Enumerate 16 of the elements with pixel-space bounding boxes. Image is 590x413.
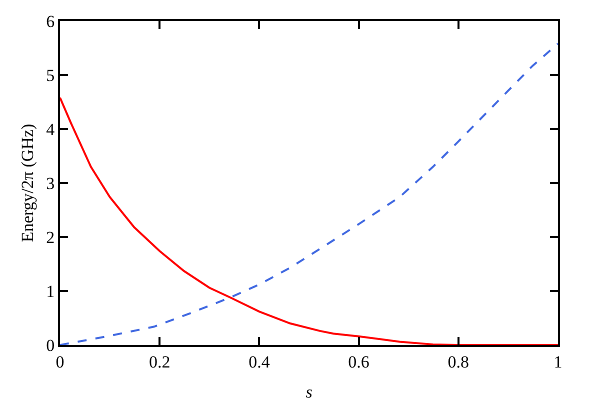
y-tick-label: 3 xyxy=(46,174,55,193)
x-tick-label: 0.6 xyxy=(348,352,370,372)
y-tick-label: 1 xyxy=(46,282,55,301)
y-tick-label: 4 xyxy=(46,120,56,139)
x-tick-label: 0.4 xyxy=(248,352,270,372)
x-tick-label: 0.8 xyxy=(448,352,470,372)
line-series xyxy=(60,96,558,345)
y-tick-label: 0 xyxy=(46,336,55,355)
y-tick-label: 5 xyxy=(46,66,55,85)
y-axis-title: Energy/2π (GHz) xyxy=(18,124,38,242)
x-tick-label: 1 xyxy=(554,352,562,372)
line-series xyxy=(60,42,558,345)
y-tick-label: 6 xyxy=(46,12,55,31)
x-axis-title: s xyxy=(306,382,313,402)
x-tick-label: 0.2 xyxy=(148,352,170,372)
y-tick-label: 2 xyxy=(46,228,55,247)
